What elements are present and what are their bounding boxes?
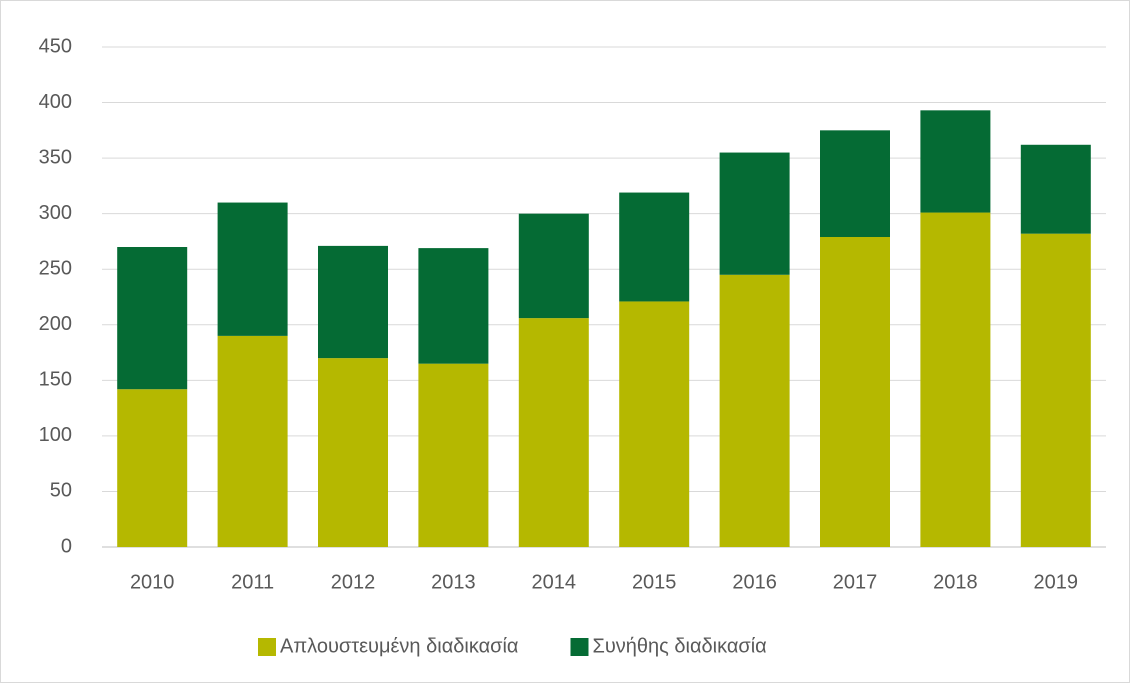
bar-segment <box>518 318 589 547</box>
y-tick-label: 50 <box>50 480 72 502</box>
legend-swatch <box>258 638 276 656</box>
bar-segment <box>920 212 991 548</box>
bar-segment <box>418 248 489 364</box>
bar-segment <box>418 363 489 547</box>
bar-segment <box>920 110 991 213</box>
x-tick-label: 2010 <box>130 571 175 593</box>
bar-segment <box>318 245 388 359</box>
x-tick-label: 2015 <box>632 571 677 593</box>
bar-segment <box>820 130 890 237</box>
bar-segment <box>820 237 890 547</box>
y-tick-label: 400 <box>39 91 72 113</box>
y-tick-label: 100 <box>39 424 72 446</box>
bar-segment <box>1020 233 1091 547</box>
y-tick-label: 200 <box>39 313 72 335</box>
bar-segment <box>318 358 388 547</box>
x-tick-label: 2018 <box>933 571 978 593</box>
bar-segment <box>719 152 790 275</box>
bar-segment <box>619 301 690 547</box>
y-tick-label: 250 <box>39 258 72 280</box>
x-tick-label: 2012 <box>331 571 376 593</box>
x-tick-label: 2013 <box>431 571 476 593</box>
bar-segment <box>619 192 690 302</box>
x-tick-label: 2019 <box>1034 571 1079 593</box>
x-tick-label: 2011 <box>231 571 274 593</box>
legend-label: Συνήθης διαδικασία <box>593 635 767 657</box>
x-tick-label: 2014 <box>532 571 577 593</box>
y-tick-label: 150 <box>39 369 72 391</box>
x-tick-label: 2017 <box>833 571 878 593</box>
bar-segment <box>1020 144 1091 234</box>
legend-label: Απλουστευμένη διαδικασία <box>280 635 519 657</box>
bar-segment <box>117 247 188 390</box>
y-tick-label: 450 <box>39 35 72 57</box>
bar-segment <box>217 202 288 336</box>
y-tick-label: 350 <box>39 146 72 168</box>
x-tick-label: 2016 <box>732 571 777 593</box>
legend-swatch <box>570 638 589 656</box>
y-tick-label: 300 <box>39 202 72 224</box>
bar-segment <box>117 389 188 547</box>
y-tick-label: 0 <box>61 535 72 557</box>
bar-segment <box>719 274 790 547</box>
bar-segment <box>518 213 589 319</box>
bar-segment <box>217 335 288 547</box>
